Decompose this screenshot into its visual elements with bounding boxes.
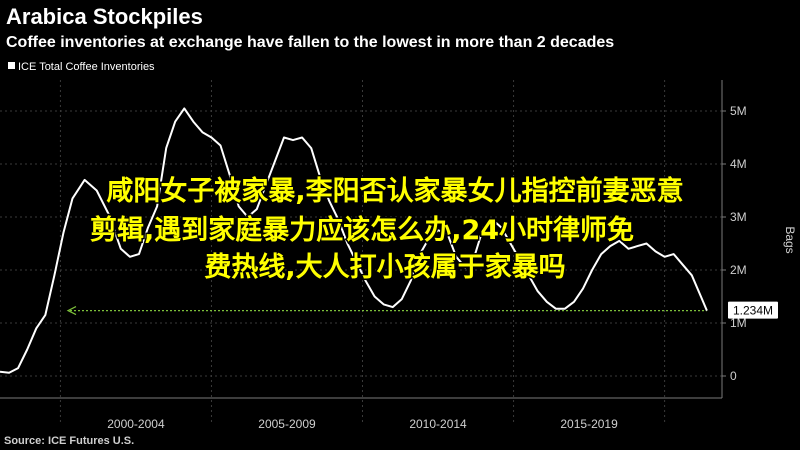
- legend-swatch: [8, 62, 15, 69]
- last-value-box: [728, 301, 778, 319]
- last-value-marker: 1.234M: [728, 301, 778, 319]
- x-tick-label: 2010-2014: [409, 417, 467, 431]
- overlay-line-3: 费热线,大人打小孩属于家暴吗: [204, 251, 565, 283]
- series-group: [0, 107, 708, 374]
- chart-subtitle: Coffee inventories at exchange have fall…: [6, 34, 614, 51]
- axes: [0, 80, 723, 399]
- y-tick-label: 3M: [730, 210, 747, 224]
- series-line-ice-total-coffee-inventories: [0, 107, 708, 374]
- x-tick-label: 2005-2009: [258, 417, 316, 431]
- overlay-line-2: 剪辑,遇到家庭暴力应该怎么办,24小时律师免: [90, 214, 634, 246]
- y-ticks: 0 1M 2M 3M 4M 5M: [722, 104, 747, 383]
- last-value-label: 1.234M: [733, 304, 773, 318]
- overlay-banner: 咸阳女子被家暴,李阳否认家暴女儿指控前妻恶意 剪辑,遇到家庭暴力应该怎么办,24…: [88, 174, 685, 285]
- y-tick-label: 0: [730, 369, 737, 383]
- y-tick-label: 4M: [730, 157, 747, 171]
- y-tick-label: 1M: [730, 316, 747, 330]
- x-ticks: 2000-2004 2005-2009 2010-2014 2015-2019: [107, 417, 618, 431]
- y-tick-label: 2M: [730, 263, 747, 277]
- y-tick-label: 5M: [730, 104, 747, 118]
- chart-title: Arabica Stockpiles: [6, 4, 203, 29]
- x-tick-label: 2015-2019: [560, 417, 618, 431]
- gridlines: [0, 80, 722, 422]
- legend-label: ICE Total Coffee Inventories: [18, 61, 155, 73]
- y-axis-label: Bags: [783, 226, 797, 253]
- x-tick-label: 2000-2004: [107, 417, 165, 431]
- reference-line-group: [66, 306, 707, 316]
- source-note: Source: ICE Futures U.S.: [4, 435, 134, 447]
- reference-arrow: [66, 306, 77, 316]
- overlay-line-1: 咸阳女子被家暴,李阳否认家暴女儿指控前妻恶意: [106, 175, 683, 207]
